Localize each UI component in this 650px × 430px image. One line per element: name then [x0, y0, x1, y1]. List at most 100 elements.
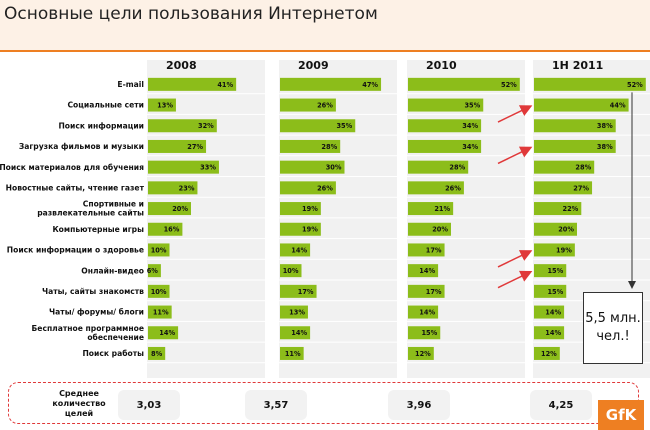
bar-2009-10 — [280, 284, 317, 298]
bar-value-1h-2011-2: 38% — [597, 122, 613, 130]
category-label-4: Поиск материалов для обучения — [0, 163, 144, 172]
bar-value-2008-8: 10% — [151, 246, 167, 254]
category-label-13: Поиск работы — [82, 349, 144, 358]
bar-value-2010-2: 34% — [462, 122, 478, 130]
gfk-logo: GfK — [598, 400, 644, 430]
category-label-11: Чаты/ форумы/ блоги — [49, 308, 144, 317]
bar-value-2009-0: 47% — [362, 81, 378, 89]
bar-2008-0 — [148, 77, 237, 91]
category-label-9: Онлайн-видео — [81, 266, 144, 275]
bar-value-2009-7: 19% — [302, 226, 318, 234]
bar-2009-6 — [280, 202, 321, 216]
bar-1h-2011-5 — [534, 181, 593, 195]
bar-2008-9 — [148, 264, 161, 278]
bar-value-1h-2011-8: 19% — [556, 246, 572, 254]
bar-value-2008-4: 33% — [200, 164, 216, 172]
bar-1h-2011-12 — [534, 326, 565, 340]
bar-value-1h-2011-1: 44% — [610, 101, 626, 109]
title-bar — [0, 0, 650, 50]
column-header-2009: 2009 — [298, 59, 329, 72]
bar-1h-2011-3 — [534, 139, 616, 153]
bar-value-2010-8: 17% — [426, 246, 442, 254]
average-goals-label: Среднее количество целей — [52, 389, 106, 418]
category-label-0: E-mail — [117, 80, 144, 89]
bar-2008-4 — [148, 160, 219, 174]
bar-value-1h-2011-7: 20% — [558, 226, 574, 234]
bar-2010-6 — [408, 202, 454, 216]
column-panel-0 — [147, 60, 265, 378]
bar-value-2008-6: 20% — [172, 205, 188, 213]
column-panel-2 — [407, 60, 525, 378]
bar-1h-2011-8 — [534, 243, 575, 257]
column-header-1h-2011: 1H 2011 — [552, 59, 603, 72]
category-label-10: Чаты, сайты знакомств — [42, 287, 144, 296]
category-label-2: Поиск информации — [58, 121, 144, 130]
bar-2010-11 — [408, 305, 439, 319]
bar-value-2008-2: 32% — [198, 122, 214, 130]
bar-2010-0 — [408, 77, 520, 91]
bar-value-2009-10: 17% — [298, 288, 314, 296]
bar-value-2009-3: 28% — [321, 143, 337, 151]
bar-value-1h-2011-5: 27% — [573, 184, 589, 192]
bar-value-2008-3: 27% — [187, 143, 203, 151]
bar-value-1h-2011-3: 38% — [597, 143, 613, 151]
bar-2008-5 — [148, 181, 198, 195]
bar-2008-2 — [148, 119, 217, 133]
category-label-7: Компьютерные игры — [52, 225, 144, 234]
bar-value-2010-3: 34% — [462, 143, 478, 151]
average-value-2010: 3,96 — [388, 390, 450, 420]
bar-1h-2011-0 — [534, 77, 646, 91]
average-value-1h-2011: 4,25 — [530, 390, 592, 420]
bar-2010-8 — [408, 243, 445, 257]
bar-1h-2011-13 — [534, 346, 560, 360]
bar-value-2008-12: 14% — [159, 329, 175, 337]
bar-2009-0 — [280, 77, 382, 91]
highlight-arrow-3 — [497, 270, 533, 289]
bar-2008-3 — [148, 139, 207, 153]
category-label-6: Спортивные и развлекательные сайты — [37, 200, 144, 218]
bar-2008-7 — [148, 222, 183, 236]
bar-2009-4 — [280, 160, 345, 174]
bar-1h-2011-9 — [534, 264, 567, 278]
category-label-8: Поиск информации о здоровье — [7, 246, 144, 255]
bar-2009-13 — [280, 346, 304, 360]
bar-2010-1 — [408, 98, 484, 112]
bar-2009-5 — [280, 181, 336, 195]
bar-value-2008-13: 8% — [151, 350, 163, 358]
highlight-arrow-1 — [497, 146, 533, 165]
bar-2008-6 — [148, 202, 191, 216]
bar-2010-9 — [408, 264, 439, 278]
bar-value-1h-2011-9: 15% — [547, 267, 563, 275]
bar-value-1h-2011-10: 15% — [547, 288, 563, 296]
bar-value-1h-2011-13: 12% — [541, 350, 557, 358]
bar-value-2009-11: 13% — [289, 308, 305, 316]
bar-1h-2011-2 — [534, 119, 616, 133]
bar-value-2010-12: 15% — [421, 329, 437, 337]
bar-value-2008-10: 10% — [151, 288, 167, 296]
bar-value-2009-4: 30% — [326, 164, 342, 172]
bar-value-1h-2011-11: 14% — [545, 308, 561, 316]
average-value-2008: 3,03 — [118, 390, 180, 420]
bar-value-2010-5: 26% — [445, 184, 461, 192]
bar-1h-2011-6 — [534, 202, 582, 216]
bar-value-2009-2: 35% — [336, 122, 352, 130]
category-label-1: Социальные сети — [67, 101, 144, 110]
bar-1h-2011-10 — [534, 284, 567, 298]
bar-2010-7 — [408, 222, 451, 236]
bar-2010-13 — [408, 346, 434, 360]
category-label-5: Новостные сайты, чтение газет — [6, 183, 145, 192]
bar-2010-4 — [408, 160, 469, 174]
callout-note-text: 5,5 млн. чел.! — [585, 311, 641, 344]
title-divider — [0, 50, 650, 52]
callout-note: 5,5 млн. чел.! — [583, 292, 643, 364]
bar-value-2010-10: 17% — [426, 288, 442, 296]
bar-2009-12 — [280, 326, 311, 340]
bar-value-1h-2011-4: 28% — [575, 164, 591, 172]
bar-value-2009-5: 26% — [317, 184, 333, 192]
bar-1h-2011-11 — [534, 305, 565, 319]
bar-2008-1 — [148, 98, 176, 112]
bar-value-2009-6: 19% — [302, 205, 318, 213]
bar-2008-8 — [148, 243, 170, 257]
bar-value-2008-0: 41% — [217, 81, 233, 89]
